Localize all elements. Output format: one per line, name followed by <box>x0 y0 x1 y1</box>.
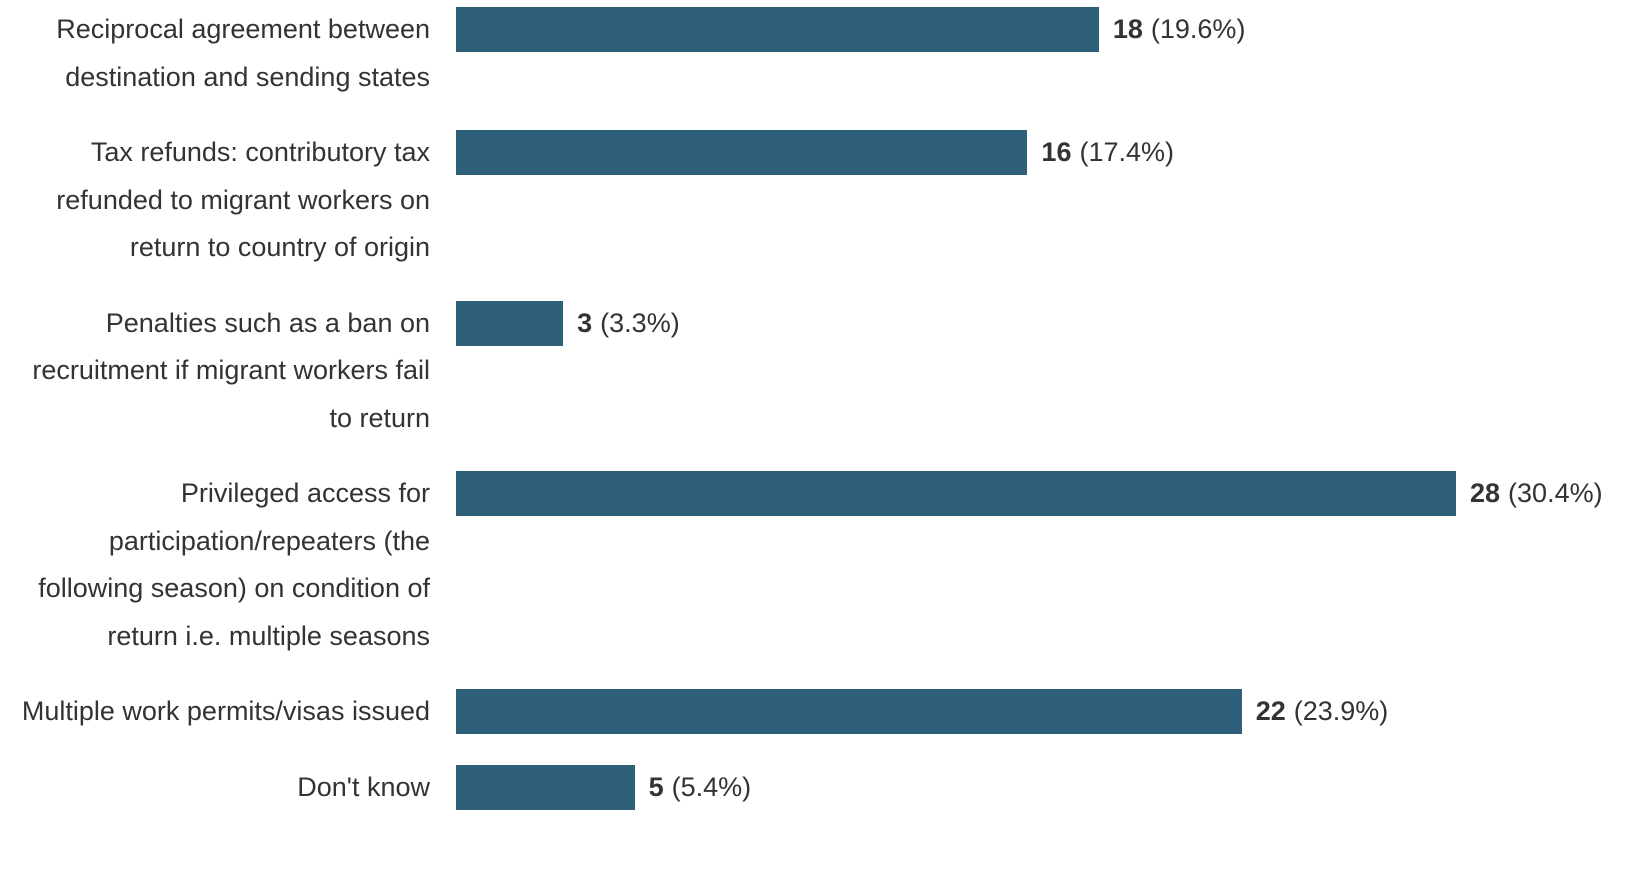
bar <box>456 471 1456 517</box>
share-label: (30.4%) <box>1508 478 1603 508</box>
bar-row: Don't know 5 (5.4%) <box>0 764 1631 812</box>
plot-area: 22 (23.9%) <box>456 688 1606 736</box>
plot-area: 18 (19.6%) <box>456 6 1606 54</box>
bar-row: Reciprocal agreement between destination… <box>0 6 1631 101</box>
category-label: Penalties such as a ban on recruitment i… <box>32 307 430 433</box>
plot-area: 16 (17.4%) <box>456 129 1606 177</box>
category-label: Multiple work permits/visas issued <box>21 696 430 726</box>
bar <box>456 7 1099 53</box>
count-label: 18 <box>1112 14 1143 44</box>
bar-row: Tax refunds: contributory tax refunded t… <box>0 129 1631 272</box>
count-label: 22 <box>1255 696 1286 726</box>
category-label: Don't know <box>297 771 430 802</box>
count-label: 28 <box>1470 478 1501 508</box>
share-label: (3.3%) <box>600 307 680 338</box>
bar <box>456 764 635 810</box>
plot-area: 5 (5.4%) <box>456 764 1606 812</box>
share-label: (5.4%) <box>671 771 752 802</box>
value-label: 18 (19.6%) <box>1113 6 1246 54</box>
value-label: 3 (3.3%) <box>577 300 680 348</box>
bar-row: Penalties such as a ban on recruitment i… <box>0 300 1631 443</box>
bar <box>456 689 1242 735</box>
plot-area: 28 (30.4%) <box>456 470 1606 518</box>
category-label: Reciprocal agreement between destination… <box>56 14 430 92</box>
category-label: Privileged access for participation/repe… <box>38 478 430 651</box>
value-label: 5 (5.4%) <box>649 764 752 812</box>
plot-area: 3 (3.3%) <box>456 300 1606 348</box>
bar-row: Privileged access for participation/repe… <box>0 470 1631 660</box>
count-label: 3 <box>577 307 593 338</box>
share-label: (23.9%) <box>1293 696 1389 726</box>
bar <box>456 300 564 346</box>
count-label: 5 <box>648 771 664 802</box>
bar <box>456 130 1028 176</box>
value-label: 22 (23.9%) <box>1256 688 1389 736</box>
bar-row: Multiple work permits/visas issued 22 (23.… <box>0 688 1631 736</box>
category-label: Tax refunds: contributory tax refunded t… <box>56 137 430 262</box>
share-label: (17.4%) <box>1079 137 1175 167</box>
count-label: 16 <box>1041 137 1072 167</box>
share-label: (19.6%) <box>1150 14 1246 44</box>
value-label: 16 (17.4%) <box>1041 129 1174 177</box>
value-label: 28 (30.4%) <box>1470 470 1603 518</box>
